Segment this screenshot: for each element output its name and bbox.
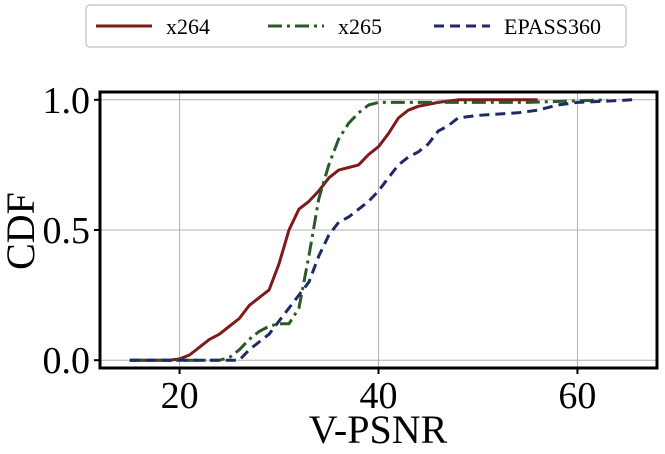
y-tick-label: 1.0 [43,80,91,122]
y-axis: 0.0 0.5 1.0 [43,80,100,382]
legend-label: EPASS360 [504,14,601,39]
series-lines [129,98,633,362]
legend: x264 x265 EPASS360 [85,4,627,48]
y-axis-label: CDF [0,192,43,270]
y-tick-label: 0.0 [43,340,91,382]
y-tick-label: 0.5 [43,210,91,252]
x-tick-label: 60 [558,375,596,417]
x-axis-label: V-PSNR [309,407,448,452]
series-line-x264 [129,98,538,362]
legend-frame [85,4,627,48]
legend-label: x265 [338,14,382,39]
x-axis: 20 40 60 [161,368,596,417]
x-tick-label: 20 [161,375,199,417]
series-line-x265 [129,98,608,362]
x-tick-label: 40 [360,375,398,417]
grid-lines [100,92,657,368]
series-line-epass360 [129,98,633,362]
legend-label: x264 [166,14,210,39]
